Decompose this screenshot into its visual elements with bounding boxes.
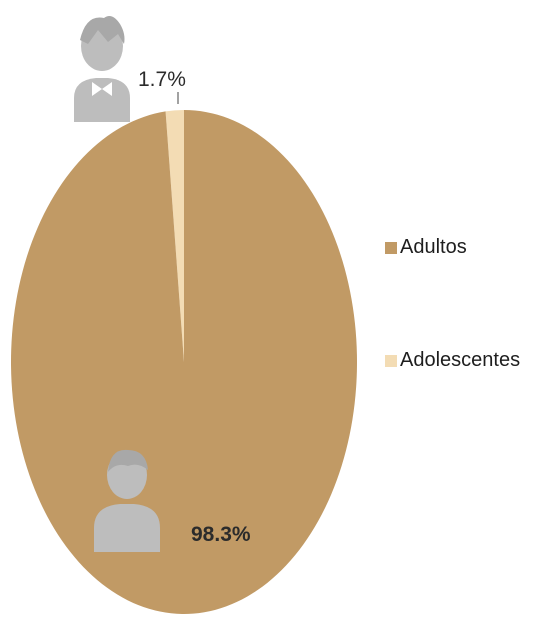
legend-swatch-adolescentes [385,354,397,367]
person-icon [94,449,160,552]
legend-item-adolescentes: Adolescentes [385,349,520,372]
pie-slice-adolescentes [165,110,184,362]
slice-label-adultos: 98.3% [191,523,251,546]
legend-label-adultos: Adultos [400,236,467,258]
legend-item-adultos: Adultos [385,236,467,259]
pie-slice-adultos [10,110,358,614]
legend-label-adolescentes: Adolescentes [400,349,521,371]
person-bowtie-icon [74,16,130,122]
legend-swatch-adultos [385,241,397,254]
slice-label-adolescentes: 1.7% [138,68,186,91]
